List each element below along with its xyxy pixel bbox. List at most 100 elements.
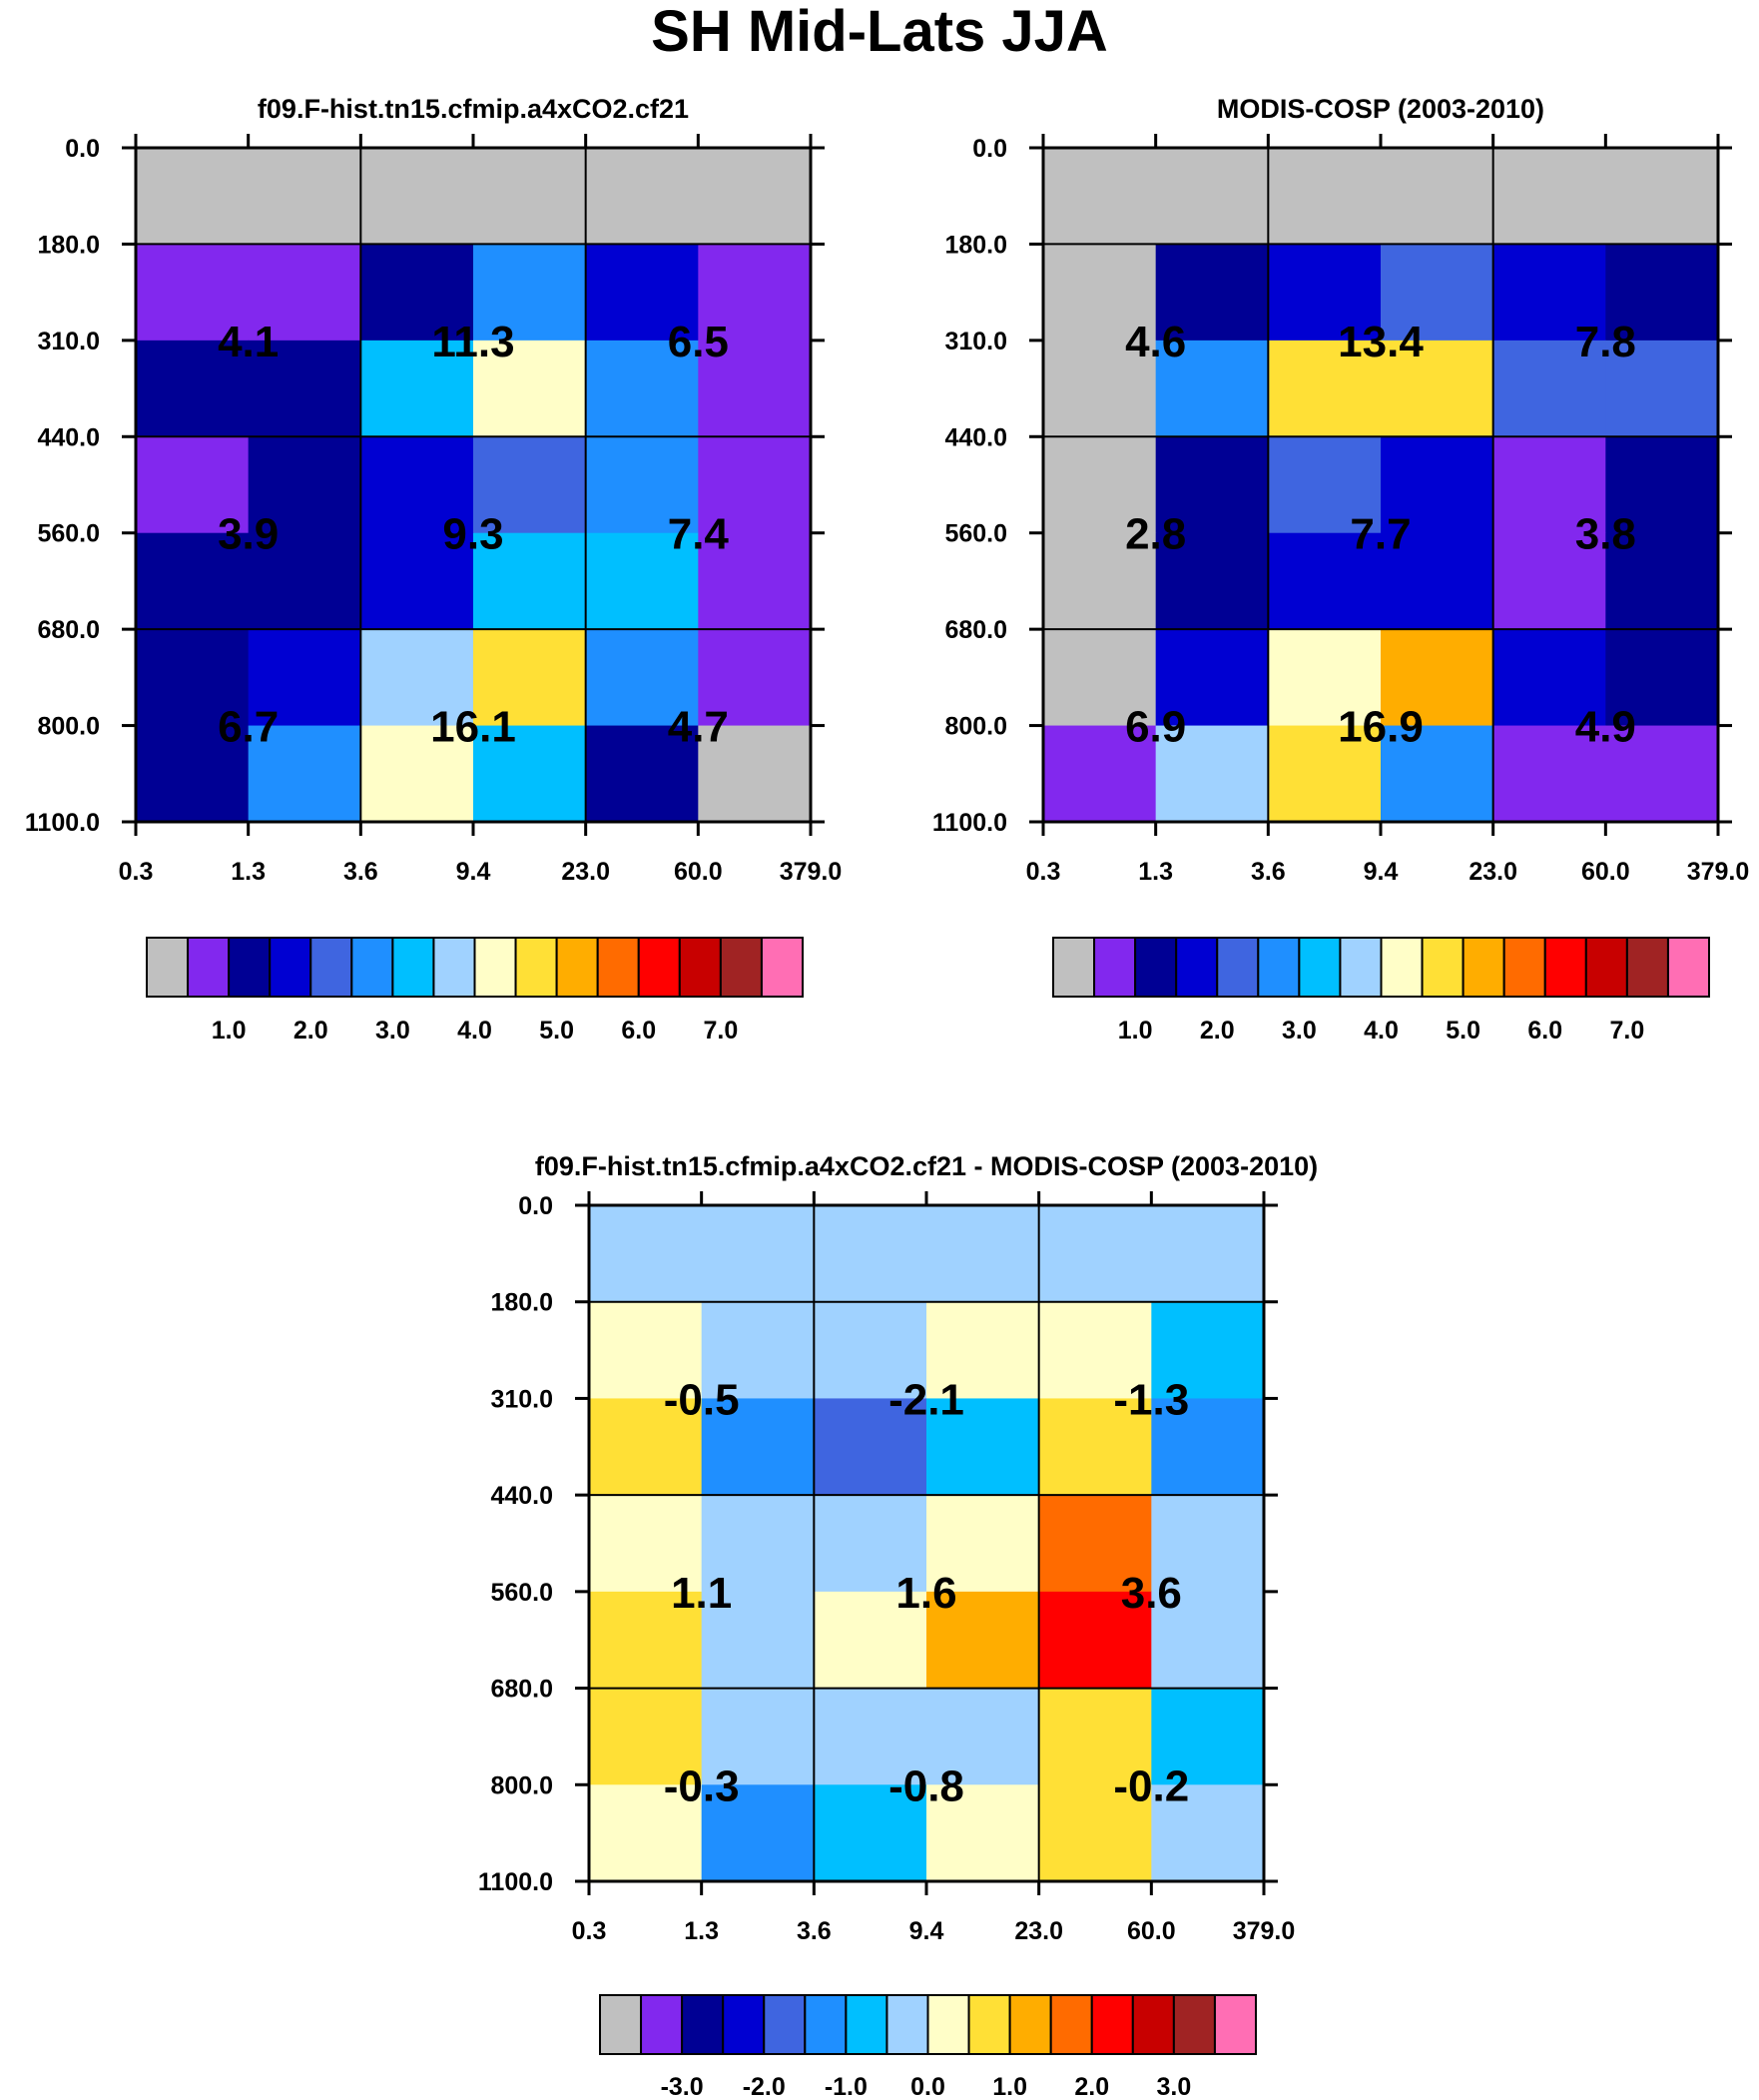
- heatmap-cell: [1492, 244, 1606, 342]
- colorbar-label: 6.0: [1527, 1017, 1562, 1045]
- cell-annotation: -0.5: [664, 1375, 740, 1424]
- heatmap-cell: [136, 244, 250, 342]
- heatmap-cell: [248, 725, 361, 823]
- x-tick-label: 9.4: [909, 1917, 944, 1945]
- heatmap-cell: [360, 532, 474, 630]
- y-tick-label: 180.0: [490, 1289, 553, 1317]
- x-tick-label: 9.4: [456, 858, 491, 886]
- heatmap-cell: [473, 436, 587, 534]
- heatmap-cell: [1151, 1784, 1265, 1882]
- y-tick-label: 180.0: [37, 231, 100, 259]
- heatmap-cell: [248, 436, 361, 534]
- heatmap-cell: [1381, 629, 1494, 727]
- heatmap-cell: [926, 1205, 1040, 1303]
- cell-annotation: -0.2: [1113, 1761, 1189, 1810]
- colorbar-swatch: [1298, 937, 1342, 998]
- colorbar-swatch: [722, 1994, 766, 2055]
- cell-annotation: -0.3: [664, 1761, 740, 1810]
- heatmap-cell: [1151, 1398, 1265, 1496]
- colorbar-swatch: [1172, 1994, 1216, 2055]
- heatmap-cell: [1605, 629, 1719, 727]
- heatmap-cell: [585, 244, 699, 342]
- heatmap-cell: [1038, 1398, 1152, 1496]
- heatmap-cell: [698, 629, 812, 727]
- heatmap-cell: [360, 629, 474, 727]
- heatmap-cell: [589, 1784, 703, 1882]
- colorbar-swatch: [309, 937, 353, 998]
- y-tick-label: 440.0: [944, 423, 1007, 451]
- y-tick-label: 560.0: [37, 520, 100, 548]
- heatmap-cell: [1155, 436, 1269, 534]
- heatmap-cell: [698, 148, 812, 246]
- colorbar-swatch: [681, 1994, 725, 2055]
- colorbar-swatch: [1543, 937, 1587, 998]
- y-tick-label: 680.0: [490, 1676, 553, 1704]
- heatmap-cell: [698, 244, 812, 342]
- colorbar-swatch: [1213, 1994, 1257, 2055]
- heatmap-cell: [1268, 629, 1382, 727]
- cell-annotation: 3.6: [1121, 1569, 1182, 1618]
- panel-title: f09.F-hist.tn15.cfmip.a4xCO2.cf21 - MODI…: [535, 1151, 1318, 1181]
- heatmap-cell: [1151, 1688, 1265, 1785]
- heatmap-cell: [1268, 436, 1382, 534]
- colorbar-swatch: [269, 937, 312, 998]
- colorbar-swatch: [1175, 937, 1219, 998]
- colorbar-swatch: [1131, 1994, 1175, 2055]
- heatmap-cell: [1381, 725, 1494, 823]
- cell-annotation: -2.1: [888, 1375, 964, 1424]
- colorbar-swatch: [514, 937, 558, 998]
- heatmap-cell: [1043, 725, 1157, 823]
- cell-annotation: 3.8: [1575, 510, 1636, 559]
- colorbar-label: 1.0: [992, 2073, 1027, 2100]
- cell-annotation: 13.4: [1338, 318, 1424, 366]
- y-tick-label: 440.0: [490, 1482, 553, 1510]
- colorbar-swatch: [640, 1994, 684, 2055]
- heatmap-cell: [698, 532, 812, 630]
- heatmap-cell: [1043, 436, 1157, 534]
- x-tick-label: 1.3: [684, 1917, 719, 1945]
- colorbar-swatch: [926, 1994, 970, 2055]
- heatmap-cell: [1155, 532, 1269, 630]
- colorbar-swatch: [1666, 937, 1710, 998]
- heatmap-cell: [1381, 436, 1494, 534]
- heatmap-cell: [926, 1301, 1040, 1400]
- colorbar-label: -3.0: [661, 2073, 704, 2100]
- colorbar-label: 4.0: [1364, 1017, 1399, 1045]
- heatmap-cell: [1492, 629, 1606, 727]
- y-tick-label: 310.0: [944, 328, 1007, 355]
- cell-annotation: 7.7: [1350, 510, 1411, 559]
- heatmap-cell: [698, 725, 812, 823]
- heatmap-cell: [814, 1591, 927, 1690]
- heatmap-panel-2: MODIS-COSP (2003-2010) 0.0 180.0 310.0 440.0…: [932, 94, 1749, 1045]
- heatmap-cell: [698, 340, 812, 437]
- heatmap-cell: [1151, 1301, 1265, 1400]
- colorbar-label: 1.0: [212, 1017, 247, 1045]
- heatmap-cell: [926, 1688, 1040, 1785]
- heatmap-cell: [360, 436, 474, 534]
- heatmap-cell: [585, 532, 699, 630]
- cell-annotation: 9.3: [442, 510, 503, 559]
- heatmap-cell: [1268, 148, 1382, 246]
- x-tick-label: 3.6: [1251, 858, 1286, 886]
- heatmap-cell: [1151, 1495, 1265, 1593]
- heatmap-cell: [1492, 436, 1606, 534]
- colorbar-swatch: [1093, 937, 1137, 998]
- x-tick-label: 23.0: [1468, 858, 1517, 886]
- heatmap-cell: [248, 532, 361, 630]
- cell-annotation: 6.5: [668, 318, 729, 366]
- heatmap-cell: [360, 148, 474, 246]
- heatmap-cell: [248, 629, 361, 727]
- colorbar-swatch: [967, 1994, 1011, 2055]
- colorbar-swatch: [1502, 937, 1546, 998]
- colorbar-label: 0.0: [910, 2073, 945, 2100]
- heatmap-cell: [1605, 436, 1719, 534]
- heatmap-cell: [926, 1495, 1040, 1593]
- heatmap-cell: [1605, 340, 1719, 437]
- heatmap-cell: [473, 148, 587, 246]
- heatmap-cell: [814, 1205, 927, 1303]
- y-tick-label: 680.0: [37, 616, 100, 644]
- x-tick-label: 60.0: [1127, 1917, 1176, 1945]
- heatmap-cell: [589, 1205, 703, 1303]
- heatmap-cell: [1038, 1205, 1152, 1303]
- cell-annotation: 4.7: [668, 703, 729, 752]
